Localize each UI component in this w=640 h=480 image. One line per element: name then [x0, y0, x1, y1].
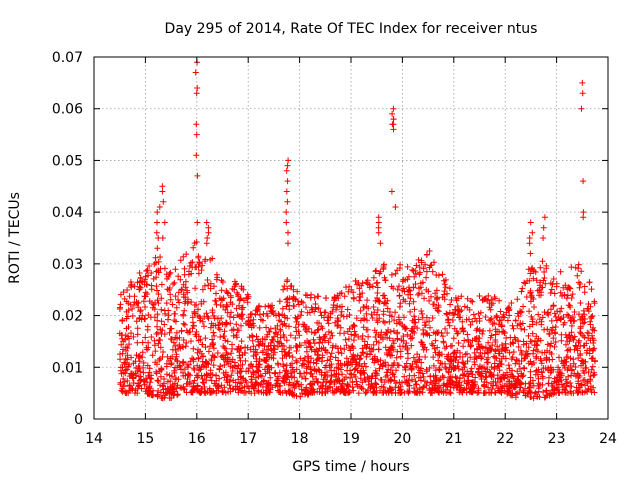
roti-spike-points [578, 79, 587, 221]
x-tick-label: 23 [548, 431, 566, 447]
x-tick-label: 14 [85, 431, 103, 447]
y-tick-label: 0 [74, 412, 83, 428]
gridlines [94, 57, 608, 419]
x-tick-label: 20 [393, 431, 411, 447]
roti-spike-points [159, 183, 168, 241]
roti-spike-points [540, 214, 548, 241]
y-tick-label: 0.05 [52, 153, 83, 169]
y-tick-label: 0.07 [52, 50, 83, 66]
roti-points-dense [116, 239, 598, 402]
axis-ticks [93, 56, 609, 420]
y-axis-label: ROTI / TECUs [7, 192, 23, 284]
y-tick-label: 0.04 [52, 205, 83, 221]
x-tick-label: 17 [239, 431, 257, 447]
y-tick-label: 0.03 [52, 257, 83, 273]
y-tick-labels: 0 0.01 0.02 0.03 0.04 0.05 0.06 0.07 [52, 50, 83, 428]
roti-spike-points [283, 157, 292, 247]
data-points [116, 59, 598, 402]
roti-spike-points [390, 116, 399, 210]
x-tick-label: 18 [291, 431, 309, 447]
x-axis-label: GPS time / hours [292, 459, 409, 475]
x-tick-label: 15 [136, 431, 154, 447]
roti-spike-points [203, 219, 212, 247]
y-tick-label: 0.01 [52, 360, 83, 376]
roti-spike-points [375, 214, 384, 247]
x-tick-label: 19 [342, 431, 360, 447]
y-tick-label: 0.06 [52, 102, 83, 118]
roti-spike-points [153, 204, 163, 252]
x-tick-labels: 14 15 16 17 18 19 20 21 22 23 24 [85, 431, 617, 447]
roti-spike-points [526, 219, 536, 257]
y-tick-label: 0.02 [52, 309, 83, 325]
x-tick-label: 16 [188, 431, 206, 447]
chart-title: Day 295 of 2014, Rate Of TEC Index for r… [165, 21, 538, 37]
x-tick-label: 22 [496, 431, 514, 447]
x-tick-label: 24 [599, 431, 617, 447]
x-tick-label: 21 [445, 431, 463, 447]
